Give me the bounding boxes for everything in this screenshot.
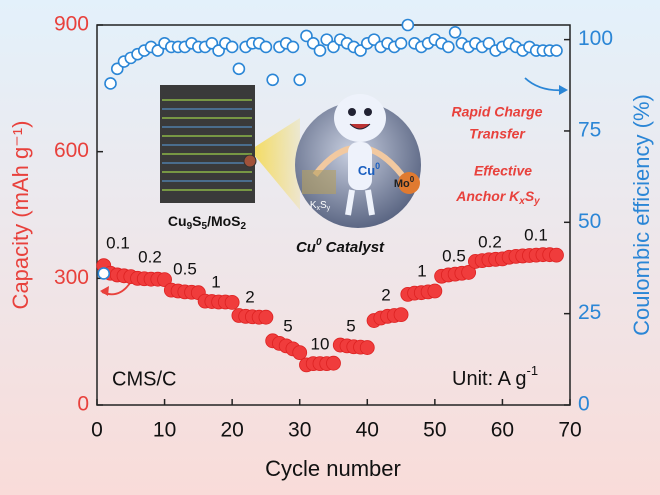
capacity-point [258, 309, 274, 325]
y-tick-label: 0 [77, 393, 89, 416]
efficiency-point [266, 73, 279, 87]
rate-label: 0.5 [173, 259, 197, 278]
plot-frame [96, 24, 571, 406]
efficiency-point [550, 44, 563, 57]
y2-tick-label: 0 [578, 393, 590, 416]
y-tick-label: 600 [54, 139, 89, 162]
rate-label: 2 [381, 285, 390, 304]
efficiency-point [286, 40, 300, 54]
rate-label: 0.5 [442, 246, 466, 265]
y-tick-label: 900 [54, 13, 89, 36]
x-tick-label: 50 [423, 419, 446, 442]
rate-label: 5 [346, 316, 355, 335]
capacity-point [393, 307, 409, 323]
mo-label: Mo0 [394, 175, 415, 190]
efficiency-point [394, 36, 408, 50]
efficiency-point [401, 18, 415, 32]
capacity-point [326, 355, 341, 371]
rate-label: 0.2 [138, 247, 162, 266]
y-tick-label: 300 [54, 266, 89, 289]
x-tick-label: 20 [220, 419, 243, 442]
structure-inset: Cu9S5/MoS2 [160, 85, 300, 232]
rate-label: 5 [283, 316, 292, 335]
x-tick-label: 70 [558, 419, 581, 442]
efficiency-point [104, 77, 117, 90]
rate-label: 0.1 [524, 225, 548, 244]
capacity-point [461, 265, 477, 280]
note: Rapid Charge [451, 104, 542, 120]
efficiency-point [259, 40, 273, 54]
y2-tick-label: 25 [578, 301, 601, 324]
unit-label: Unit: A g-1 [452, 363, 538, 390]
y2-tick-label: 75 [578, 119, 601, 142]
rate-label: 1 [211, 272, 220, 291]
structure-label: Cu9S5/MoS2 [168, 213, 247, 232]
efficiency-point [225, 40, 239, 54]
capacity-point [157, 272, 172, 288]
capacity-point [549, 247, 564, 263]
efficiency-point [97, 267, 111, 280]
capacity-point [359, 340, 375, 355]
y2-axis-title: Coulombic efficiency (%) [629, 94, 654, 336]
x-tick-label: 40 [356, 419, 379, 442]
rate-label: 1 [417, 261, 426, 280]
efficiency-point [448, 26, 462, 39]
note: Transfer [469, 126, 526, 142]
y2-tick-label: 50 [578, 210, 601, 233]
capacity-point [292, 345, 308, 361]
arrow-head [100, 286, 109, 296]
x-tick-label: 30 [288, 419, 311, 442]
rate-label: 2 [245, 287, 254, 306]
arrow-head [559, 85, 568, 95]
capacity-point [224, 294, 240, 310]
note: Effective [474, 163, 532, 179]
x-tick-label: 0 [91, 419, 103, 442]
y2-tick-label: 100 [578, 27, 613, 50]
catalyst-label: Cu0 Catalyst [296, 237, 385, 256]
x-tick-label: 10 [153, 419, 176, 442]
kxsy-label: KxSy [310, 200, 331, 212]
y-axis-title: Capacity (mAh g⁻¹) [8, 121, 33, 310]
efficiency-point [232, 62, 246, 76]
efficiency-point [293, 73, 307, 87]
catalyst-inset: Cu0 Mo0 KxSy Cu0 Catalyst [295, 94, 421, 256]
rate-label: 0.2 [478, 232, 502, 251]
x-axis-title: Cycle number [265, 456, 401, 481]
rate-label: 10 [311, 334, 330, 353]
efficiency-point [442, 40, 455, 54]
efficiency-point [313, 44, 327, 57]
cu-label: Cu0 [358, 161, 380, 178]
x-tick-label: 60 [491, 419, 514, 442]
capacity-point [427, 283, 443, 299]
sample-label: CMS/C [112, 368, 176, 390]
note: Anchor KxSy [455, 188, 540, 207]
rate-label: 0.1 [106, 233, 130, 252]
